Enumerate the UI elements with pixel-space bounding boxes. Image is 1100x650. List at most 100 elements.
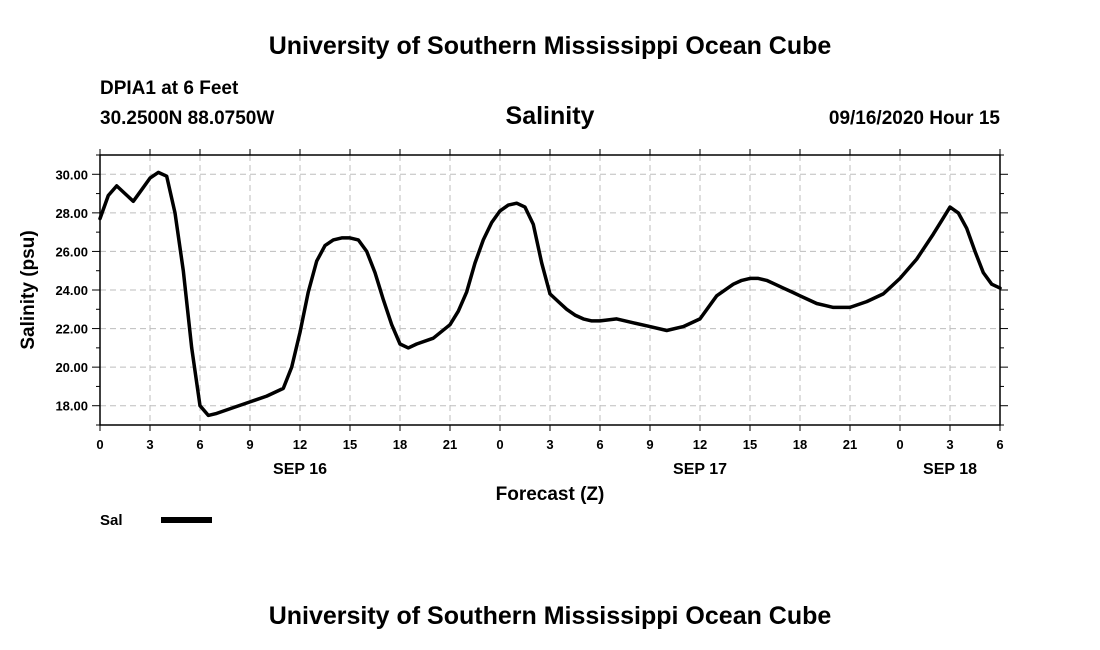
data-point [999, 287, 1001, 289]
chart-title: Salinity [506, 102, 595, 130]
data-point [699, 318, 701, 320]
data-point [516, 202, 518, 204]
data-point [499, 210, 501, 212]
data-point [482, 239, 484, 241]
data-point [616, 318, 618, 320]
data-point [141, 189, 143, 191]
data-point [941, 220, 943, 222]
station-label: DPIA1 at 6 Feet [100, 78, 239, 99]
legend-label: Sal [100, 512, 123, 529]
data-point [191, 347, 193, 349]
data-point [466, 291, 468, 293]
data-point [566, 308, 568, 310]
data-point [532, 223, 534, 225]
y-axis-label: Salinity (psu) [18, 230, 39, 349]
x-tick-label: 12 [693, 437, 707, 452]
coords-label: 30.2500N 88.0750W [100, 108, 274, 129]
data-point [232, 407, 234, 409]
data-point [866, 301, 868, 303]
x-tick-label: 15 [743, 437, 757, 452]
data-point [157, 171, 159, 173]
grid-lines [100, 155, 1000, 425]
data-point [807, 299, 809, 301]
data-point [741, 279, 743, 281]
x-tick-label: 21 [843, 437, 857, 452]
x-tick-label: 6 [996, 437, 1003, 452]
data-point [324, 245, 326, 247]
data-point [824, 304, 826, 306]
x-tick-label: 3 [146, 437, 153, 452]
series-layer [98, 170, 1002, 418]
data-point [266, 395, 268, 397]
data-point [457, 310, 459, 312]
x-tick-label: 9 [646, 437, 653, 452]
data-point [491, 221, 493, 224]
data-point [949, 206, 951, 208]
y-tick-label: 24.00 [55, 283, 88, 298]
data-point [107, 194, 109, 197]
data-point [374, 272, 376, 274]
y-tick-label: 28.00 [55, 206, 88, 221]
data-point [882, 293, 884, 295]
data-point [799, 295, 801, 297]
x-tick-label: 18 [793, 437, 807, 452]
data-point [282, 387, 284, 389]
data-point [166, 175, 168, 177]
bottom-title: University of Southern Mississippi Ocean… [269, 602, 832, 630]
data-point [966, 227, 968, 229]
data-point [174, 212, 176, 214]
y-tick-label: 18.00 [55, 399, 88, 414]
data-point [216, 412, 218, 414]
data-point [307, 291, 309, 293]
x-tick-label: 12 [293, 437, 307, 452]
data-point [507, 204, 509, 206]
data-point [341, 237, 343, 239]
data-point [316, 260, 318, 262]
x-tick-label: 0 [896, 437, 903, 452]
y-tick-labels: 18.00 20.00 22.00 24.00 26.00 28.00 30.00 [55, 167, 88, 413]
data-point [541, 262, 543, 264]
day-label: SEP 17 [673, 461, 727, 478]
data-point [666, 329, 668, 332]
data-point [99, 218, 101, 220]
data-point [632, 322, 634, 324]
data-point [757, 277, 759, 279]
data-point [591, 320, 593, 322]
data-point [207, 414, 209, 416]
data-point [849, 306, 851, 308]
data-point [299, 331, 301, 333]
data-point [366, 250, 368, 252]
y-tick-label: 26.00 [55, 244, 88, 259]
x-tick-label: 9 [246, 437, 253, 452]
x-tick-label: 0 [496, 437, 503, 452]
data-point [582, 318, 584, 320]
x-tick-label: 3 [546, 437, 553, 452]
data-point [574, 314, 576, 316]
data-point [357, 239, 359, 241]
data-point [124, 193, 126, 195]
y-tick-label: 30.00 [55, 167, 88, 182]
data-point [249, 401, 251, 403]
data-point [474, 262, 476, 264]
data-point [382, 299, 384, 301]
data-point [974, 250, 976, 252]
data-point [199, 405, 201, 407]
data-point [182, 270, 184, 272]
data-point [766, 279, 768, 281]
data-point [649, 326, 651, 328]
y-tick-label: 20.00 [55, 360, 88, 375]
x-tick-label: 3 [946, 437, 953, 452]
x-tick-labels: 0 3 6 9 12 15 18 21 0 3 6 9 12 15 18 21 0 3 6 [96, 437, 1003, 452]
data-point [599, 320, 601, 322]
data-point [774, 283, 776, 285]
axis-ticks [92, 149, 1008, 431]
data-point [416, 343, 418, 345]
data-point [291, 366, 293, 368]
data-point [524, 206, 526, 208]
x-tick-label: 15 [343, 437, 357, 452]
data-point [782, 287, 784, 289]
data-point [816, 302, 818, 305]
x-axis-label: Forecast (Z) [496, 484, 605, 505]
top-title: University of Southern Mississippi Ocean… [269, 32, 832, 60]
